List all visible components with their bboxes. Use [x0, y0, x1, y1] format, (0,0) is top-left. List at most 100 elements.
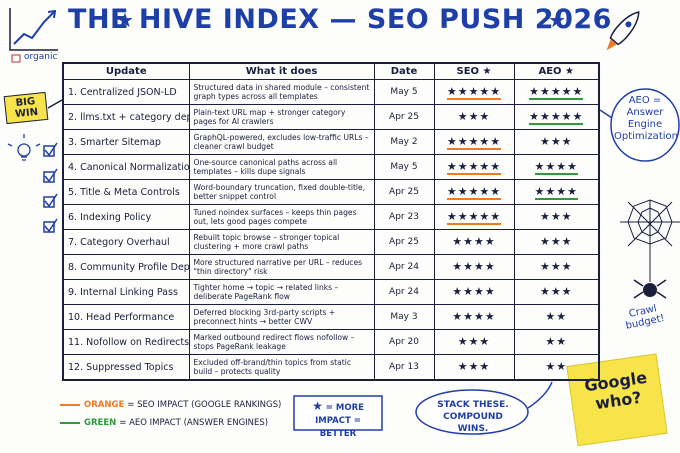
seo-stars: ★★★★ [452, 284, 496, 298]
update-cell: 11. Nofollow on Redirects [62, 329, 190, 355]
legend-key: ORANGE [84, 400, 125, 410]
date-cell: May 5 [373, 154, 435, 180]
checkboxes [43, 142, 58, 233]
update-cell: 3. Smarter Sitemap [62, 129, 190, 155]
seo-cell: ★★★★ [433, 229, 515, 255]
table-row: 7. Category Overhaul Rebuilt topic browse… [62, 229, 600, 255]
badge-arrow [47, 99, 63, 109]
star-key-star: ★ [312, 399, 323, 413]
callout-bubble [415, 389, 529, 435]
aeo-stars: ★★★ [539, 234, 573, 248]
aeo-cell: ★★ [513, 354, 600, 381]
aeo-cell: ★★ [513, 329, 600, 355]
header-cell: What it does [188, 62, 375, 80]
seo-stars: ★★★ [457, 359, 491, 373]
update-cell: 4. Canonical Normalization [62, 154, 190, 180]
date-cell: Apr 24 [373, 279, 435, 305]
description-cell: GraphQL-powered, excludes low-traffic UR… [188, 129, 375, 155]
table-row: 6. Indexing Policy Tuned noindex surfaces… [62, 204, 600, 230]
table-row: 11. Nofollow on Redirects Marked outbound… [62, 329, 600, 355]
seo-stars: ★★★★ [452, 234, 496, 248]
aeo-cell: ★★★★★ [513, 79, 600, 105]
update-cell: 1. Centralized JSON-LD [62, 79, 190, 105]
seo-cell: ★★★★ [433, 304, 515, 330]
update-cell: 9. Internal Linking Pass [62, 279, 190, 305]
description-cell: Structured data in shared module – consi… [188, 79, 375, 105]
date-cell: Apr 20 [373, 329, 435, 355]
table-row: 1. Centralized JSON-LD Structured data in… [62, 79, 600, 105]
date-cell: Apr 25 [373, 104, 435, 130]
seo-stars: ★★★★ [452, 309, 496, 323]
aeo-cell: ★★★ [513, 129, 600, 155]
table-row: 8. Community Profile Depth More structure… [62, 254, 600, 280]
seo-cell: ★★★★★ [433, 129, 515, 155]
seo-stars: ★★★ [457, 109, 491, 123]
update-cell: 12. Suppressed Topics [62, 354, 190, 381]
aeo-stars: ★★ [545, 309, 568, 323]
date-cell: Apr 23 [373, 204, 435, 230]
description-cell: Deferred blocking 3rd-party scripts + pr… [188, 304, 375, 330]
seo-cell: ★★★★ [433, 279, 515, 305]
seo-cell: ★★★ [433, 329, 515, 355]
date-cell: May 3 [373, 304, 435, 330]
seo-cell: ★★★★★ [433, 154, 515, 180]
description-cell: Rebuilt topic browse – stronger topical … [188, 229, 375, 255]
aeo-stars: ★★ [545, 334, 568, 348]
callout-arrow [527, 381, 553, 409]
update-cell: 10. Head Performance [62, 304, 190, 330]
update-cell: 7. Category Overhaul [62, 229, 190, 255]
aeo-stars: ★★★ [539, 134, 573, 148]
date-cell: May 5 [373, 79, 435, 105]
star-key: ★ = MORE IMPACT = BETTER [296, 400, 380, 441]
star-key-box [293, 395, 383, 431]
date-cell: May 2 [373, 129, 435, 155]
doodle-icon [11, 54, 21, 63]
legend-swatch [60, 421, 80, 424]
description-cell: Tighter home → topic → related links – d… [188, 279, 375, 305]
table-row: 3. Smarter Sitemap GraphQL-powered, exclu… [62, 129, 600, 155]
title: THE HIVE INDEX — SEO PUSH 2026 [68, 4, 612, 35]
table-row: 4. Canonical Normalization One-source can… [62, 154, 600, 180]
doodle-line [13, 11, 55, 45]
aeo-stars: ★★★★★ [529, 84, 584, 100]
header-cell: SEO ★ [433, 62, 515, 80]
seo-stars: ★★★★★ [446, 184, 502, 200]
aeo-cell: ★★★★★ [513, 104, 600, 130]
aeo-stars: ★★★★ [534, 184, 578, 200]
aeo-bubble [610, 88, 680, 162]
aeo-stars: ★★★ [539, 209, 573, 223]
seo-stars: ★★★★★ [446, 159, 502, 175]
description-cell: Excluded off-brand/thin topics from stat… [188, 354, 375, 381]
description-cell: Word-boundary truncation, fixed double-t… [188, 179, 375, 205]
aeo-cell: ★★★ [513, 229, 600, 255]
doodle-axes [9, 8, 58, 51]
aeo-cell: ★★★ [513, 254, 600, 280]
update-cell: 8. Community Profile Depth [62, 254, 190, 280]
legend-item: GREEN = AEO IMPACT (ANSWER ENGINES) [60, 418, 281, 428]
star-key-text: = MORE IMPACT = BETTER [315, 403, 364, 439]
aeo-cell: ★★★ [513, 204, 600, 230]
rocket [606, 11, 640, 51]
aeo-cell: ★★★★ [513, 179, 600, 205]
date-cell: Apr 24 [373, 254, 435, 280]
legend-swatch [60, 403, 80, 406]
aeo-stars: ★★★★ [534, 159, 578, 175]
legend-text: = AEO IMPACT (ANSWER ENGINES) [119, 418, 269, 428]
seo-stars: ★★★★★ [446, 134, 502, 150]
seo-stars: ★★★★★ [446, 84, 502, 100]
seo-stars: ★★★★ [452, 259, 496, 273]
aeo-cell: ★★★★ [513, 154, 600, 180]
header-cell: Date [373, 62, 435, 80]
legend-text: = SEO IMPACT (GOOGLE RANKINGS) [127, 400, 282, 410]
description-cell: More structured narrative per URL – redu… [188, 254, 375, 280]
aeo-cell: ★★ [513, 304, 600, 330]
header-cell: Update [62, 62, 190, 80]
table: Update What it does Date SEO ★ AEO ★ 1. Cent… [62, 62, 600, 381]
date-cell: Apr 25 [373, 179, 435, 205]
spider [633, 279, 667, 299]
table-row: 12. Suppressed Topics Excluded off-brand/… [62, 354, 600, 381]
title-star: ★ [548, 8, 566, 32]
callout: STACK THESE. COMPOUND WINS. [437, 400, 509, 434]
